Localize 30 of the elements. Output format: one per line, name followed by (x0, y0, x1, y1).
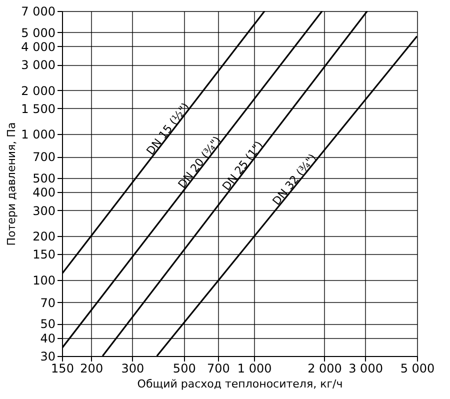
x-tick-label: 2 000 (308, 362, 342, 376)
x-tick-label: 200 (80, 362, 104, 376)
text: DN 25 (1") (220, 138, 266, 193)
x-tick-label: 300 (121, 362, 144, 376)
y-tick-label: 1 500 (21, 102, 56, 116)
x-tick-label: 500 (172, 362, 196, 376)
y-tick-label: 500 (32, 171, 56, 186)
y-tick-label: 70 (40, 296, 56, 310)
x-tick-label: 700 (207, 362, 230, 376)
y-tick-label: 7 000 (21, 4, 56, 18)
y-tick-label: 5 000 (21, 26, 56, 40)
y-tick-label: 700 (32, 150, 56, 164)
y-tick-label: 200 (32, 229, 56, 244)
y-axis-title: Потери давления, Па (5, 122, 18, 246)
y-tick-label: 1 000 (21, 128, 56, 142)
y-tick-label: 150 (32, 248, 56, 262)
y-tick-label: 2 000 (21, 84, 56, 98)
y-tick-label: 3 000 (21, 58, 56, 72)
x-tick-label: 150 (51, 362, 74, 376)
y-tick-label: 400 (32, 186, 56, 200)
x-tick-label: 3 000 (348, 362, 383, 376)
x-tick-label: 5 000 (400, 362, 435, 376)
y-tick-label: 4 000 (21, 40, 56, 54)
y-tick-label: 40 (40, 331, 56, 346)
y-tick-label: 100 (32, 273, 56, 288)
y-tick-label: 50 (40, 317, 56, 332)
x-tick-label: 1 000 (237, 362, 272, 376)
x-axis-title: Общий расход теплоносителя, кг/ч (137, 378, 343, 390)
y-tick-label: 30 (40, 350, 56, 364)
y-tick-label: 300 (32, 204, 56, 218)
